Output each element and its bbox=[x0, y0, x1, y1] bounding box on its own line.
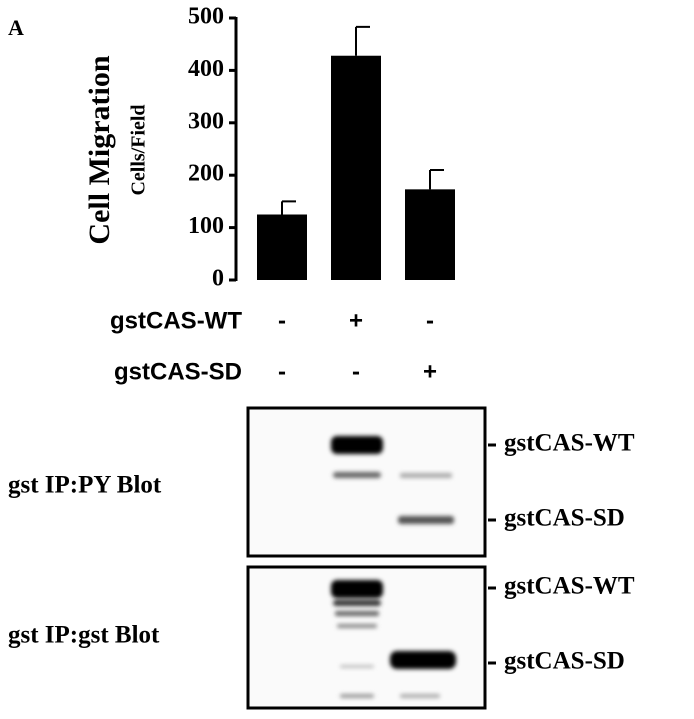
y-tick-label: 0 bbox=[212, 266, 224, 292]
band-label: gstCAS-SD bbox=[504, 505, 625, 532]
blot bbox=[246, 565, 487, 710]
condition-mark: - bbox=[278, 358, 286, 385]
condition-mark: - bbox=[426, 307, 434, 334]
band-label: gstCAS-WT bbox=[504, 430, 635, 457]
y-axis-sublabel: Cells/Field bbox=[128, 104, 150, 195]
y-tick-label: 500 bbox=[188, 4, 224, 30]
panel-label: A bbox=[8, 15, 24, 40]
bands bbox=[331, 580, 456, 698]
bar bbox=[405, 189, 455, 280]
y-tick-label: 300 bbox=[188, 108, 224, 134]
y-tick-label: 100 bbox=[188, 213, 224, 239]
error-bar bbox=[429, 168, 444, 190]
condition-label: gstCAS-WT bbox=[110, 307, 242, 334]
condition-mark: - bbox=[278, 307, 286, 334]
blot-label: gst IP:PY Blot bbox=[8, 472, 162, 499]
bar bbox=[257, 214, 307, 280]
condition-mark: - bbox=[352, 358, 360, 385]
band-label: gstCAS-WT bbox=[504, 573, 635, 600]
bar bbox=[331, 55, 381, 281]
condition-mark: + bbox=[423, 358, 437, 385]
y-tick-label: 400 bbox=[188, 56, 224, 82]
band-label: gstCAS-SD bbox=[504, 648, 625, 675]
blot-frame bbox=[246, 406, 487, 558]
condition-label: gstCAS-SD bbox=[114, 358, 242, 385]
error-bar bbox=[281, 200, 296, 215]
condition-mark: + bbox=[349, 307, 363, 334]
error-bar bbox=[355, 25, 370, 56]
y-axis-label: Cell Migration bbox=[83, 55, 116, 244]
y-tick-label: 200 bbox=[188, 161, 224, 187]
blot bbox=[246, 406, 487, 558]
bands bbox=[331, 436, 454, 524]
blot-label: gst IP:gst Blot bbox=[8, 622, 160, 649]
